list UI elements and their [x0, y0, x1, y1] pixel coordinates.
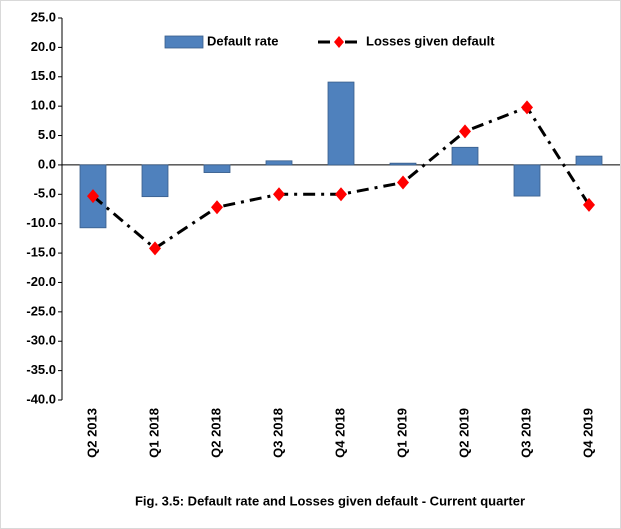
- marker: [211, 200, 223, 215]
- x-tick-label: Q3 2018: [270, 408, 285, 458]
- x-tick-label: Q1 2019: [394, 408, 409, 458]
- bar: [327, 81, 355, 166]
- x-tick-label: Q2 2018: [208, 408, 223, 458]
- bar: [265, 160, 293, 166]
- marker: [149, 241, 161, 256]
- marker: [87, 189, 99, 204]
- bar: [513, 164, 541, 197]
- marker: [335, 187, 347, 202]
- bar: [203, 164, 231, 173]
- y-tick-label: 25.0: [31, 9, 56, 24]
- bar: [141, 164, 169, 198]
- y-tick-label: -35.0: [26, 362, 56, 377]
- y-tick-label: -20.0: [26, 274, 56, 289]
- marker: [459, 124, 471, 139]
- x-tick-label: Q2 2019: [456, 408, 471, 458]
- y-tick-label: -10.0: [26, 215, 56, 230]
- x-tick-label: Q4 2019: [580, 408, 595, 458]
- marker: [273, 187, 285, 202]
- marker: [583, 197, 595, 212]
- bar: [389, 162, 417, 166]
- y-tick-label: -5.0: [34, 186, 56, 201]
- y-tick-label: 20.0: [31, 39, 56, 54]
- bar: [575, 155, 603, 166]
- y-tick-label: 15.0: [31, 68, 56, 83]
- legend-marker: [334, 36, 344, 48]
- x-tick-label: Q2 2013: [84, 408, 99, 458]
- y-tick-label: -15.0: [26, 245, 56, 260]
- chart-caption: Fig. 3.5: Default rate and Losses given …: [135, 493, 525, 508]
- legend-label: Losses given default: [366, 33, 495, 48]
- y-tick-label: -40.0: [26, 391, 56, 406]
- y-tick-label: 10.0: [31, 98, 56, 113]
- x-tick-label: Q1 2018: [146, 408, 161, 458]
- y-tick-label: 5.0: [38, 127, 56, 142]
- x-tick-label: Q4 2018: [332, 408, 347, 458]
- legend-swatch: [164, 35, 204, 49]
- marker: [521, 100, 533, 115]
- y-tick-label: -25.0: [26, 303, 56, 318]
- x-tick-label: Q3 2019: [518, 408, 533, 458]
- y-tick-label: 0.0: [38, 156, 56, 171]
- marker: [397, 175, 409, 190]
- bar: [451, 146, 479, 166]
- y-tick-label: -30.0: [26, 333, 56, 348]
- legend-label: Default rate: [207, 33, 279, 48]
